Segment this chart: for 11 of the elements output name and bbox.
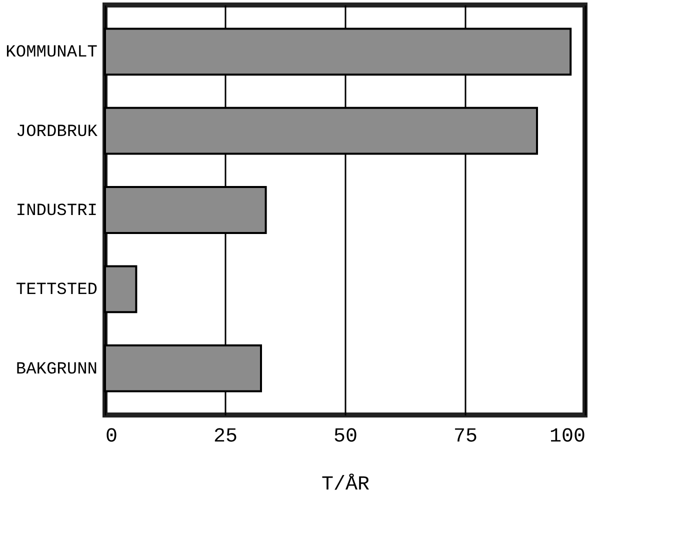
y-tick-label: TETTSTED [16, 281, 98, 300]
x-tick-label: 50 [333, 426, 358, 448]
x-tick-label: 75 [453, 426, 478, 448]
x-tick-label: 0 [106, 426, 118, 448]
x-tick-label: 100 [549, 426, 586, 448]
y-tick-label: JORDBRUK [16, 122, 98, 142]
y-tick-label: KOMMUNALT [6, 44, 98, 63]
x-axis-title: T/ÅR [321, 474, 370, 496]
x-tick-label: 25 [213, 426, 238, 448]
y-tick-label: BAKGRUNN [16, 360, 98, 380]
y-tick-label: INDUSTRI [16, 202, 98, 221]
